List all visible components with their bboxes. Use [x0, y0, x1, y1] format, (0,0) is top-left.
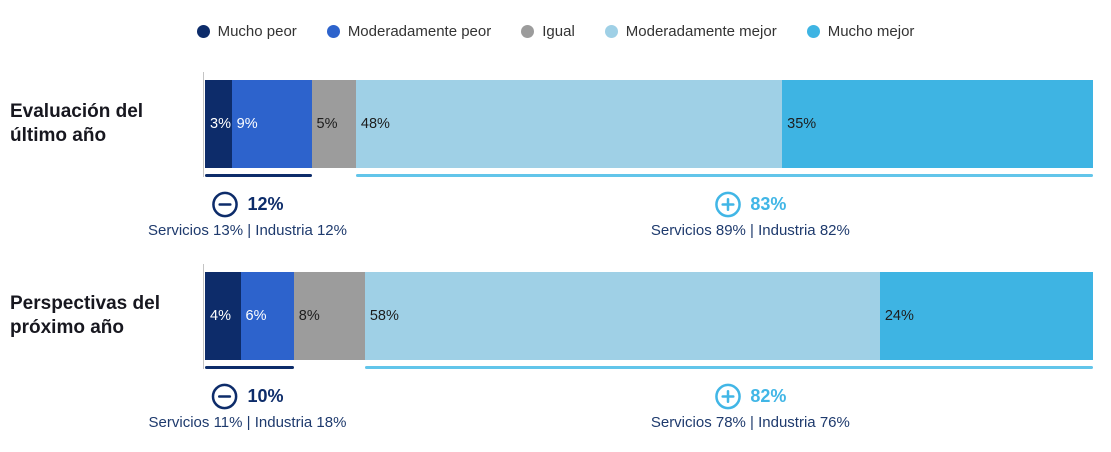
- legend-swatch-icon: [604, 25, 618, 38]
- positive-detail: Servicios 89% | Industria 82%: [650, 222, 850, 239]
- bar-segment: 58%: [364, 272, 880, 360]
- negative-detail: Servicios 11% | Industria 18%: [148, 414, 347, 431]
- bar-segment: 6%: [240, 272, 294, 360]
- plus-circle-icon: [714, 383, 741, 410]
- summary: 10% Servicios 11% | Industria 18% 82% Se…: [149, 382, 1093, 432]
- bar-segment: 48%: [355, 80, 783, 168]
- legend-item: Moderadamente peor: [326, 23, 492, 40]
- legend-item: Mucho peor: [196, 23, 297, 40]
- positive-underline: [364, 366, 1093, 369]
- positive-underline: [355, 174, 1093, 177]
- legend-label: Moderadamente peor: [347, 23, 492, 40]
- plus-circle-icon: [714, 191, 741, 218]
- axis-line: [203, 264, 204, 369]
- chart-row: Evaluación del último año 3% 9% 5% 48% 35% 1…: [0, 72, 1111, 240]
- bar-segment-label: 48%: [360, 116, 390, 132]
- stacked-bar: 3% 9% 5% 48% 35%: [205, 80, 1093, 168]
- underlines: [205, 174, 1093, 177]
- negative-summary: 10% Servicios 11% | Industria 18%: [148, 382, 347, 431]
- summary: 12% Servicios 13% | Industria 12% 83% Se…: [148, 190, 1093, 240]
- legend: Mucho peor Moderadamente peor Igual Moderad…: [0, 0, 1111, 42]
- positive-summary: 83% Servicios 89% | Industria 82%: [651, 190, 850, 239]
- chart-row: Perspectivas del próximo año 4% 6% 8% 58% 24…: [0, 264, 1111, 432]
- negative-summary-head: 10%: [149, 382, 347, 410]
- underlines: [205, 366, 1093, 369]
- legend-label: Mucho peor: [217, 23, 297, 40]
- minus-circle-icon: [211, 191, 238, 218]
- positive-total: 83%: [750, 193, 787, 214]
- legend-label: Moderadamente mejor: [625, 23, 777, 40]
- legend-swatch-icon: [521, 25, 535, 38]
- bar-segment-label: 35%: [787, 116, 817, 132]
- legend-item: Mucho mejor: [806, 23, 915, 40]
- stacked-bar: 4% 6% 8% 58% 24%: [205, 272, 1093, 360]
- bar-segment: 3%: [205, 80, 232, 168]
- negative-total: 10%: [247, 385, 284, 406]
- negative-summary-head: 12%: [148, 190, 347, 218]
- category-label: Evaluación del último año: [10, 101, 144, 146]
- bar-segment-label: 9%: [236, 116, 258, 132]
- bar-segment: 24%: [879, 272, 1093, 360]
- bar-segment-label: 24%: [884, 308, 914, 324]
- positive-total: 82%: [750, 385, 787, 406]
- positive-summary-head: 82%: [651, 382, 850, 410]
- negative-summary: 12% Servicios 13% | Industria 12%: [148, 190, 347, 239]
- legend-swatch-icon: [806, 25, 820, 38]
- legend-swatch-icon: [196, 25, 210, 38]
- bar-area: 4% 6% 8% 58% 24% 10% Servicios 11% | Industr…: [149, 264, 1093, 432]
- legend-item: Moderadamente mejor: [604, 23, 777, 40]
- negative-underline: [205, 174, 312, 177]
- minus-circle-icon: [211, 383, 238, 410]
- bar-segment: 8%: [293, 272, 365, 360]
- bar-segment: 4%: [205, 272, 241, 360]
- negative-detail: Servicios 13% | Industria 12%: [148, 222, 347, 239]
- axis-line: [203, 72, 204, 177]
- bar-segment-label: 3%: [210, 116, 231, 132]
- bar-segment: 35%: [782, 80, 1093, 168]
- bar-segment: 9%: [231, 80, 312, 168]
- positive-summary-head: 83%: [651, 190, 850, 218]
- legend-label: Igual: [542, 23, 575, 40]
- category-label: Perspectivas del próximo año: [10, 293, 160, 338]
- bar-segment-label: 58%: [369, 308, 399, 324]
- legend-swatch-icon: [326, 25, 340, 38]
- bar-segment-label: 5%: [316, 116, 338, 132]
- negative-underline: [205, 366, 294, 369]
- bar-segment-label: 8%: [298, 308, 320, 324]
- bar-segment: 5%: [311, 80, 356, 168]
- legend-label: Mucho mejor: [827, 23, 915, 40]
- negative-total: 12%: [247, 193, 284, 214]
- positive-detail: Servicios 78% | Industria 76%: [650, 414, 850, 431]
- positive-summary: 82% Servicios 78% | Industria 76%: [651, 382, 850, 431]
- legend-item: Igual: [521, 23, 575, 40]
- bar-area: 3% 9% 5% 48% 35% 12% Servicios 13% | Industr…: [148, 72, 1093, 240]
- bar-segment-label: 6%: [245, 308, 267, 324]
- bar-segment-label: 4%: [210, 308, 231, 324]
